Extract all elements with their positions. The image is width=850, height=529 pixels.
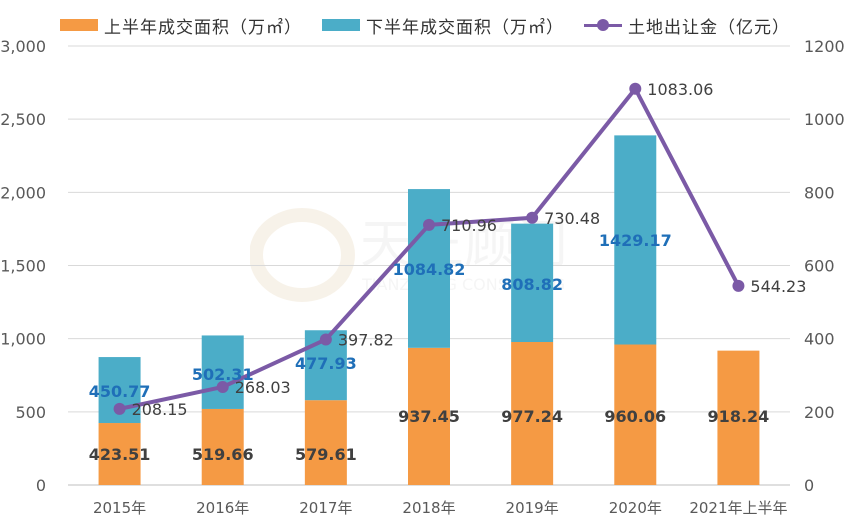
x-tick-label: 2016年: [196, 499, 249, 517]
land-fee-point: [526, 212, 538, 224]
y-right-tick-label: 600: [804, 257, 835, 276]
land-fee-data-label: 208.15: [132, 400, 188, 419]
land-fee-point: [423, 219, 435, 231]
y-left-tick-label: 1,500: [0, 257, 46, 276]
land-fee-data-label: 268.03: [235, 378, 291, 397]
y-right-tick-label: 400: [804, 330, 835, 349]
y-left-tick-label: 500: [15, 403, 46, 422]
y-left-tick-label: 2,500: [0, 110, 46, 129]
bar-h1-data-label: 977.24: [501, 407, 563, 426]
bar-h1-data-label: 918.24: [708, 407, 770, 426]
bar-h1-area: [305, 400, 347, 485]
bar-h2-data-label: 808.82: [501, 275, 563, 294]
land-fee-data-label: 730.48: [544, 209, 600, 228]
bar-h1-data-label: 579.61: [295, 445, 357, 464]
bar-h2-data-label: 450.77: [89, 382, 151, 401]
y-right-tick-label: 800: [804, 183, 835, 202]
land-fee-point: [114, 403, 126, 415]
y-right-tick-label: 1000: [804, 110, 845, 129]
y-left-tick-label: 0: [36, 476, 46, 495]
land-fee-point: [629, 83, 641, 95]
bar-h2-data-label: 477.93: [295, 354, 357, 373]
y-right-tick-label: 1200: [804, 37, 845, 56]
x-tick-label: 2021年上半年: [689, 499, 787, 517]
bar-h2-data-label: 1084.82: [393, 260, 466, 279]
x-tick-label: 2020年: [609, 499, 662, 517]
bar-h1-data-label: 519.66: [192, 445, 254, 464]
land-fee-point: [320, 333, 332, 345]
combo-chart: 0 500 1,000 1,500 2,000 2,500 3,000 0 200 400 600 8…: [0, 0, 850, 529]
x-tick-label: 2017年: [299, 499, 352, 517]
bar-h1-data-label: 937.45: [398, 407, 460, 426]
y-left-tick-label: 3,000: [0, 37, 46, 56]
x-tick-label: 2019年: [506, 499, 559, 517]
y-left-tick-label: 1,000: [0, 330, 46, 349]
x-tick-label: 2015年: [93, 499, 146, 517]
y-right-tick-label: 0: [804, 476, 814, 495]
land-fee-point: [732, 280, 744, 292]
land-fee-data-label: 1083.06: [647, 80, 713, 99]
x-tick-label: 2018年: [402, 499, 455, 517]
land-fee-data-label: 397.82: [338, 330, 394, 349]
land-fee-data-label: 544.23: [750, 277, 806, 296]
bar-h1-data-label: 423.51: [89, 445, 151, 464]
land-fee-data-label: 710.96: [441, 216, 497, 235]
bar-h2-data-label: 1429.17: [599, 231, 672, 250]
bar-h1-data-label: 960.06: [604, 407, 666, 426]
y-left-tick-label: 2,000: [0, 183, 46, 202]
y-right-tick-label: 200: [804, 403, 835, 422]
